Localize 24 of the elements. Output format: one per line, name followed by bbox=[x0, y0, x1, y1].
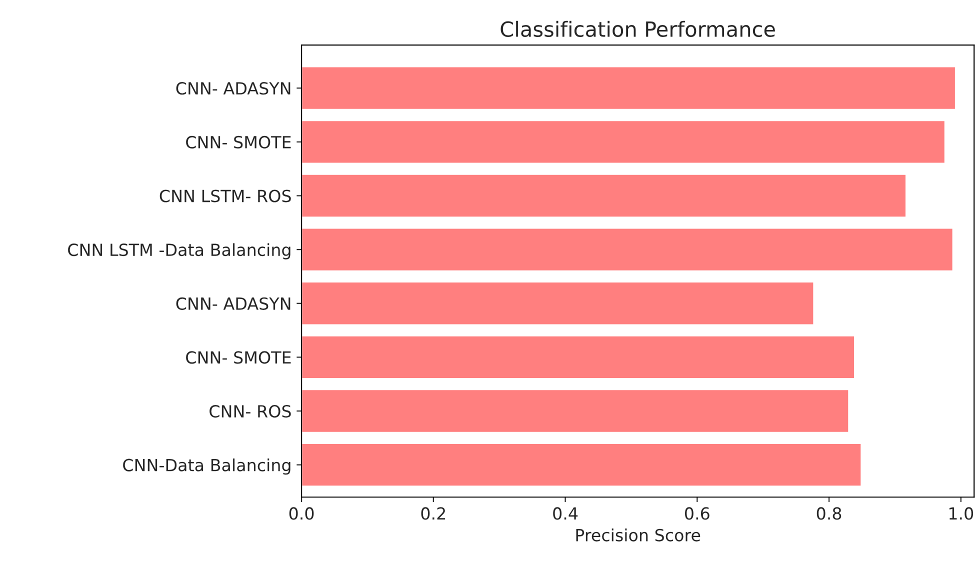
y-tick-label: CNN- ROS bbox=[210, 404, 291, 418]
x-tick-label: 0.4 bbox=[553, 507, 578, 520]
bar bbox=[302, 66, 956, 110]
y-tick-label: CNN-Data Balancing bbox=[123, 458, 290, 475]
x-tick-label: 0.2 bbox=[421, 507, 445, 520]
bar bbox=[302, 281, 815, 326]
bar bbox=[302, 388, 850, 434]
y-tick-label: CNN- SMOTE bbox=[186, 351, 291, 364]
y-tick-label: CNN- ADASYN bbox=[176, 297, 290, 310]
bar bbox=[302, 174, 907, 218]
chart-title: Classification Performance bbox=[500, 20, 775, 38]
y-tick-label: CNN LSTM- ROS bbox=[160, 190, 291, 202]
x-axis-title: Precision Score bbox=[576, 528, 700, 542]
bar bbox=[302, 334, 856, 380]
x-tick-label: 0.8 bbox=[816, 507, 842, 520]
x-tick-label: 1.0 bbox=[949, 507, 974, 520]
y-tick-label: CNN- ADASYN bbox=[176, 82, 290, 95]
bar bbox=[302, 442, 862, 488]
y-tick-label: CNN- SMOTE bbox=[186, 136, 291, 148]
x-tick-label: 0.0 bbox=[289, 507, 314, 520]
x-tick-label: 0.6 bbox=[685, 507, 710, 520]
bar bbox=[302, 120, 946, 164]
bar bbox=[302, 227, 954, 272]
y-tick-label: CNN LSTM -Data Balancing bbox=[68, 243, 290, 260]
